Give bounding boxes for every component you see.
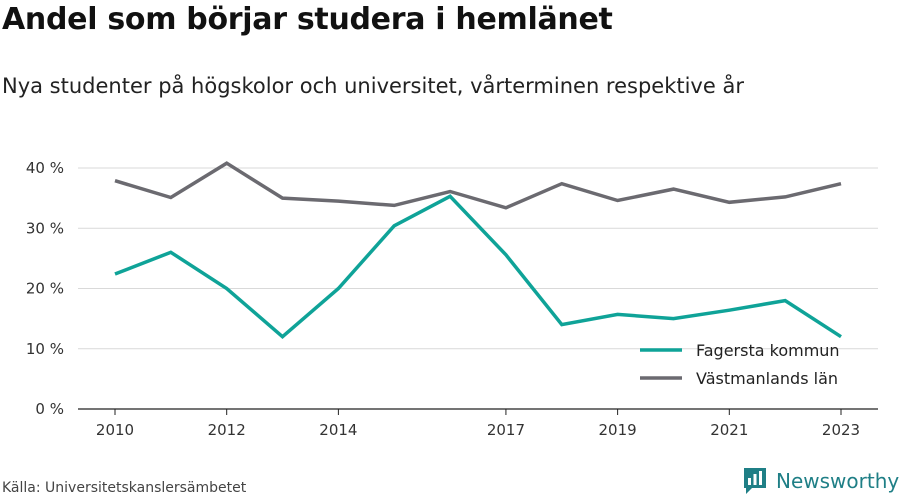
legend-label: Fagersta kommun bbox=[696, 341, 840, 360]
x-tick-label: 2023 bbox=[822, 421, 860, 439]
axes: 0 % 10 % 20 % 30 % 40 % 2010 2012 2014 2017 2019 2… bbox=[26, 159, 878, 439]
chart-title: Andel som börjar studera i hemlänet bbox=[2, 2, 613, 37]
series-line-2 bbox=[114, 161, 842, 210]
newsworthy-logo-icon bbox=[744, 468, 766, 494]
x-tick-label: 2012 bbox=[208, 421, 246, 439]
y-tick-label: 0 % bbox=[35, 400, 64, 418]
x-tick-label: 2014 bbox=[319, 421, 357, 439]
chart-subtitle: Nya studenter på högskolor och universit… bbox=[2, 74, 744, 98]
y-tick-label: 40 % bbox=[26, 159, 64, 177]
brand-logo: Newsworthy bbox=[742, 466, 899, 496]
x-tick-label: 2019 bbox=[599, 421, 637, 439]
y-tick-label: 30 % bbox=[26, 219, 64, 237]
x-tick-label: 2021 bbox=[710, 421, 748, 439]
source-note: Källa: Universitetskanslersämbetet bbox=[2, 480, 247, 496]
legend-label: Västmanlands län bbox=[696, 369, 838, 388]
brand-name: Newsworthy bbox=[776, 469, 900, 493]
y-tick-label: 10 % bbox=[26, 340, 64, 358]
series-lines bbox=[114, 161, 842, 340]
series-line-1 bbox=[114, 194, 842, 340]
y-tick-label: 20 % bbox=[26, 280, 64, 298]
legend: Fagersta kommun Västmanlands län bbox=[640, 341, 840, 388]
x-tick-label: 2017 bbox=[487, 421, 525, 439]
x-tick-label: 2010 bbox=[96, 421, 134, 439]
gridlines bbox=[78, 167, 878, 350]
